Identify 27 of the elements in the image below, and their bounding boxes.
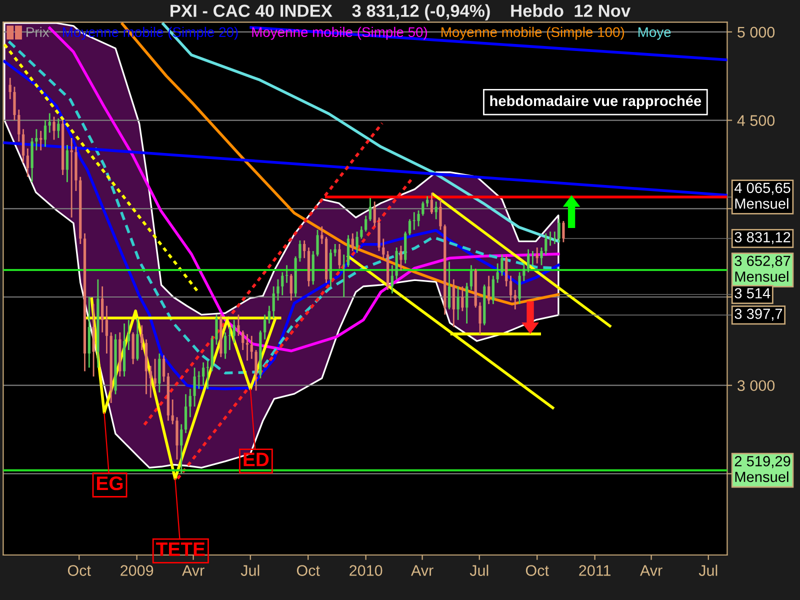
x-tick-label: Avr [640,565,662,576]
annotation: TETE [156,542,205,556]
annotation: 3 397,7 [734,308,782,321]
annotation: ED [244,452,269,466]
text: Moyenne mobile (Simple 100) [442,26,624,40]
x-tick-label: Avr [182,565,204,576]
annotation: EG [97,476,123,490]
x-tick-label: 2010 [350,565,382,576]
x-tick-label: Jul [240,564,260,576]
annotation: hebdomadaire vue rapprochée [490,95,702,109]
y-tick-label: 3 000 [738,380,775,392]
annotation: 3 831,12 [734,232,790,244]
x-tick-label: 2011 [579,565,611,576]
ref-line-label: 2 519,29 Mensuel [734,456,790,482]
x-tick-label: 2009 [120,565,154,576]
x-tick-label: Avr [411,565,434,576]
y-tick-label: 5 000 [738,26,775,38]
y-tick-label: 4 500 [737,115,775,126]
x-tick-label: Oct [68,565,91,576]
annotation: 3 514 [734,288,770,298]
x-tick-label: Oct [526,565,549,576]
ref-line-label: 3 652,87 Mensuel [734,256,790,282]
annotation: 4 065,65 Mensuel [734,182,790,209]
x-tick-label: Jul [698,564,718,576]
x-tick-label: Jul [470,564,488,576]
x-tick-label: Oct [296,565,320,576]
chart-title: PXI - CAC 40 INDEX 3 831,12 (-0,94%) Hebdo 12 Nov [170,4,631,20]
